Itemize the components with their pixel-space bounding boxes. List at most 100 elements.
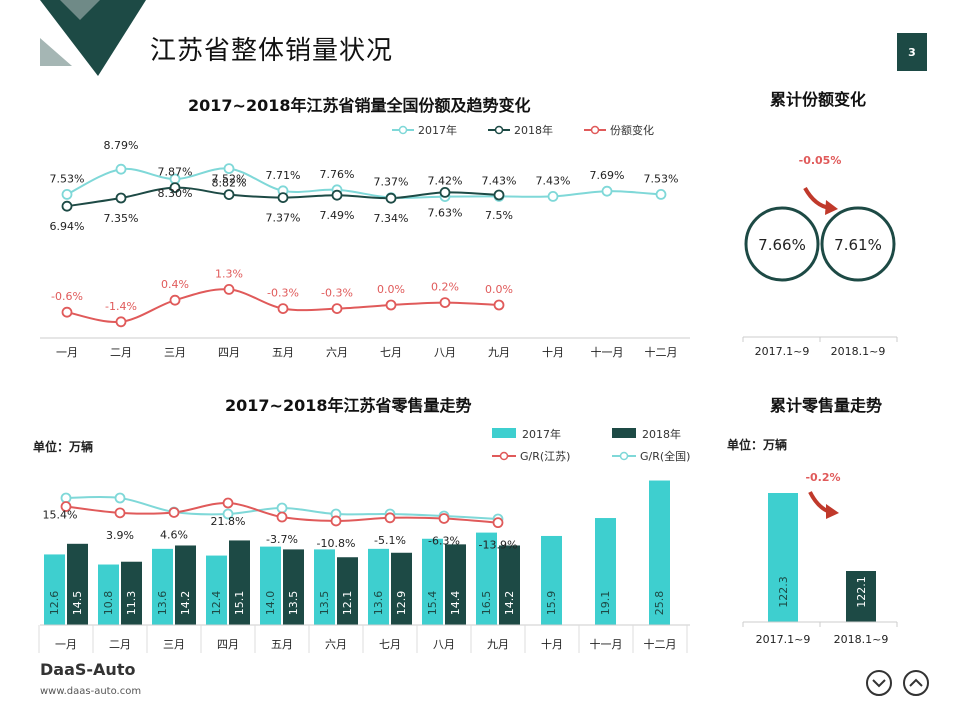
point-2018-3 (223, 189, 235, 201)
label-2017-11: 7.53% (644, 172, 679, 185)
label-2017-9: 7.43% (536, 174, 571, 187)
cum-share-value-1: 7.61% (834, 236, 882, 254)
label-2018-2: 7.87% (158, 166, 193, 179)
bar-2018-2 (175, 545, 196, 625)
cum-retail-value-0: 122.3 (777, 576, 790, 608)
point-2017-1 (115, 163, 127, 175)
bar-2018-4 (283, 549, 304, 625)
retail-unit-label: 单位：万辆 (33, 440, 94, 454)
gr-jiangsu-label-7: -6.3% (428, 534, 460, 547)
legend-bar-2017 (492, 428, 516, 438)
chevron-down-glyph (872, 679, 886, 688)
label-2017-7: 7.42% (428, 175, 463, 188)
cum-retail-unit-label: 单位：万辆 (727, 438, 788, 452)
point-2018-8 (493, 189, 505, 201)
bar-2018-label-5: 12.1 (341, 591, 354, 616)
label-2017-3: 8.82% (212, 177, 247, 190)
label-change-3: 1.3% (215, 267, 243, 280)
label-2017-8: 7.43% (482, 174, 517, 187)
logo-url: www.daas-auto.com (40, 686, 142, 697)
bar-2018-5 (337, 557, 358, 625)
cum-retail-value-1: 122.1 (855, 576, 868, 608)
legend-bar-2017-label: 2017年 (522, 427, 561, 441)
bar-2017-label-11: 25.8 (653, 591, 666, 616)
point-change-3 (223, 283, 235, 295)
bar-2017-1 (98, 564, 119, 625)
gr-jiangsu-label-8: -13.9% (479, 539, 518, 552)
point-2018-2 (169, 182, 181, 194)
gr-national-point-1 (114, 492, 126, 504)
share-x-tick-6: 七月 (380, 346, 402, 359)
cum-share-x-tick-0: 2017.1~9 (755, 345, 810, 358)
label-change-0: -0.6% (51, 290, 83, 303)
retail-x-tick-2: 三月 (163, 638, 185, 651)
cum-share-x-tick-1: 2018.1~9 (831, 345, 886, 358)
point-change-1 (115, 316, 127, 328)
point-2017-3 (223, 163, 235, 175)
retail-x-tick-10: 十一月 (590, 637, 623, 651)
label-2017-2: 8.30% (158, 187, 193, 200)
page-number: 3 (897, 33, 927, 71)
cum-retail-x-tick-1: 2018.1~9 (834, 633, 889, 646)
bar-2017-7 (422, 538, 443, 625)
chevron-down-icon[interactable] (866, 670, 892, 696)
legend-bar-2018-label: 2018年 (642, 427, 681, 441)
bar-2017-label-10: 19.1 (599, 591, 612, 616)
bar-2017-label-2: 13.6 (156, 591, 169, 616)
legend-gr-cn-label: G/R(全国) (640, 449, 690, 463)
label-2018-8: 7.5% (485, 209, 513, 222)
point-change-0 (61, 306, 73, 318)
dark-triangle (40, 0, 146, 76)
point-2017-0 (61, 188, 73, 200)
retail-x-tick-4: 五月 (271, 638, 293, 651)
point-change-2 (169, 294, 181, 306)
share-x-tick-7: 八月 (434, 346, 456, 359)
retail-x-tick-5: 六月 (325, 638, 347, 651)
cum-retail-arrow-head (826, 504, 839, 519)
bar-2018-label-4: 13.5 (287, 591, 300, 616)
bar-2018-label-6: 12.9 (395, 591, 408, 616)
chevron-up-glyph (909, 678, 923, 687)
cum-share-circle-0 (744, 206, 820, 282)
label-2017-4: 7.71% (266, 169, 301, 182)
retail-x-tick-6: 七月 (379, 638, 401, 651)
bar-2017-6 (368, 548, 389, 625)
bar-2018-6 (391, 552, 412, 625)
label-2018-3: 7.52% (212, 173, 247, 186)
bar-2017-label-0: 12.6 (48, 591, 61, 616)
chevron-up-icon[interactable] (903, 670, 929, 696)
gr-jiangsu-point-5 (330, 515, 342, 527)
retail-x-tick-7: 八月 (433, 638, 455, 651)
bar-2018-8 (499, 545, 520, 625)
legend-bar-2018 (612, 428, 636, 438)
share-x-tick-1: 二月 (110, 346, 132, 359)
point-2017-9 (547, 190, 559, 202)
label-change-8: 0.0% (485, 283, 513, 296)
bar-2017-2 (152, 548, 173, 625)
point-2017-11 (655, 188, 667, 200)
label-2018-0: 6.94% (50, 220, 85, 233)
share-x-tick-2: 三月 (164, 346, 186, 359)
share-x-tick-4: 五月 (272, 346, 294, 359)
bar-2018-label-3: 15.1 (233, 591, 246, 616)
label-2018-1: 7.35% (104, 212, 139, 225)
point-2018-5 (331, 189, 343, 201)
legend-marker-0 (398, 125, 408, 135)
gr-jiangsu-label-6: -5.1% (374, 534, 406, 547)
bar-2018-1 (121, 561, 142, 625)
point-change-8 (493, 299, 505, 311)
bar-2017-11 (649, 480, 670, 625)
bar-2017-8 (476, 532, 497, 625)
bar-2017-9 (541, 535, 562, 625)
page-title: 江苏省整体销量状况 (150, 36, 394, 66)
point-2018-0 (61, 200, 73, 212)
mid-triangle (60, 0, 100, 20)
gr-jiangsu-label-2: 4.6% (160, 528, 188, 541)
point-change-6 (385, 299, 397, 311)
bar-2018-label-0: 14.5 (71, 591, 84, 616)
retail-x-tick-11: 十二月 (644, 637, 677, 651)
share-x-tick-3: 四月 (218, 346, 240, 359)
retail-x-tick-3: 四月 (217, 638, 239, 651)
bar-2017-label-9: 15.9 (545, 591, 558, 616)
bar-2018-0 (67, 543, 88, 625)
